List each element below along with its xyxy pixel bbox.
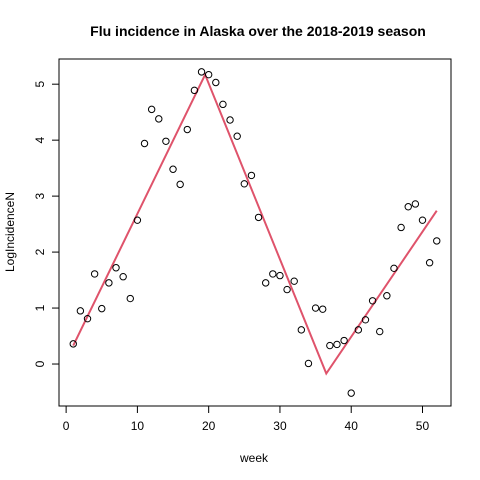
data-point (376, 327, 384, 336)
x-tick-label: 40 (345, 419, 359, 433)
data-point (311, 304, 320, 312)
scatter-points (69, 68, 441, 397)
data-point (354, 326, 363, 334)
data-point (119, 273, 127, 281)
data-point (297, 326, 306, 334)
chart-title: Flu incidence in Alaska over the 2018-20… (90, 23, 426, 39)
data-point (397, 223, 405, 232)
data-point (340, 336, 348, 345)
data-point (368, 297, 377, 305)
data-point (304, 359, 313, 368)
y-axis: 0 1 2 3 4 5 (33, 81, 60, 367)
data-point (361, 316, 370, 324)
x-axis-label: week (239, 451, 269, 465)
data-point (176, 180, 184, 189)
data-point (155, 115, 163, 123)
data-point (240, 180, 249, 188)
y-axis-label: LogIncidenceN (3, 192, 17, 272)
fit-line-layer (72, 72, 438, 376)
data-point (76, 307, 85, 315)
data-point (347, 389, 355, 397)
data-point (69, 340, 77, 348)
data-point (254, 213, 263, 222)
y-tick-label: 5 (33, 81, 47, 88)
y-tick-label: 2 (33, 248, 47, 255)
data-point (126, 294, 134, 303)
data-point (112, 264, 120, 272)
data-point (418, 216, 427, 224)
data-point (105, 279, 113, 287)
x-axis: 0 10 20 30 40 50 (63, 405, 430, 433)
data-point (190, 86, 199, 95)
data-point (133, 216, 142, 224)
data-point (197, 68, 206, 76)
data-point (383, 292, 391, 300)
data-point (233, 132, 241, 140)
x-tick-label: 50 (416, 419, 430, 433)
data-point (247, 171, 256, 180)
data-point (269, 270, 277, 278)
data-point (212, 78, 220, 87)
fit-line (72, 72, 438, 376)
x-tick-label: 30 (273, 419, 287, 433)
data-point (261, 279, 270, 287)
data-point (433, 237, 441, 245)
plot-frame (58, 58, 452, 407)
data-point (390, 264, 398, 273)
data-point (290, 277, 298, 285)
data-point (326, 341, 334, 350)
x-tick-label: 10 (131, 419, 145, 433)
data-point (404, 203, 412, 211)
y-tick-label: 0 (33, 360, 47, 367)
data-point (98, 304, 106, 313)
data-point (226, 116, 234, 124)
data-point (219, 100, 227, 109)
x-tick-label: 0 (63, 419, 70, 433)
data-point (276, 271, 284, 280)
data-point (83, 314, 92, 323)
data-point (333, 340, 341, 349)
data-point (140, 139, 149, 148)
y-tick-label: 1 (33, 304, 47, 311)
data-point (147, 105, 156, 114)
data-point (183, 125, 191, 134)
data-point (425, 259, 434, 267)
data-point (162, 137, 170, 145)
data-point (169, 165, 177, 173)
y-tick-label: 3 (33, 192, 47, 199)
data-point (204, 70, 213, 79)
data-point (283, 285, 291, 294)
x-tick-label: 20 (202, 419, 216, 433)
data-point (90, 270, 99, 278)
data-point (411, 200, 420, 208)
data-point (319, 305, 327, 313)
y-tick-label: 4 (33, 136, 47, 143)
